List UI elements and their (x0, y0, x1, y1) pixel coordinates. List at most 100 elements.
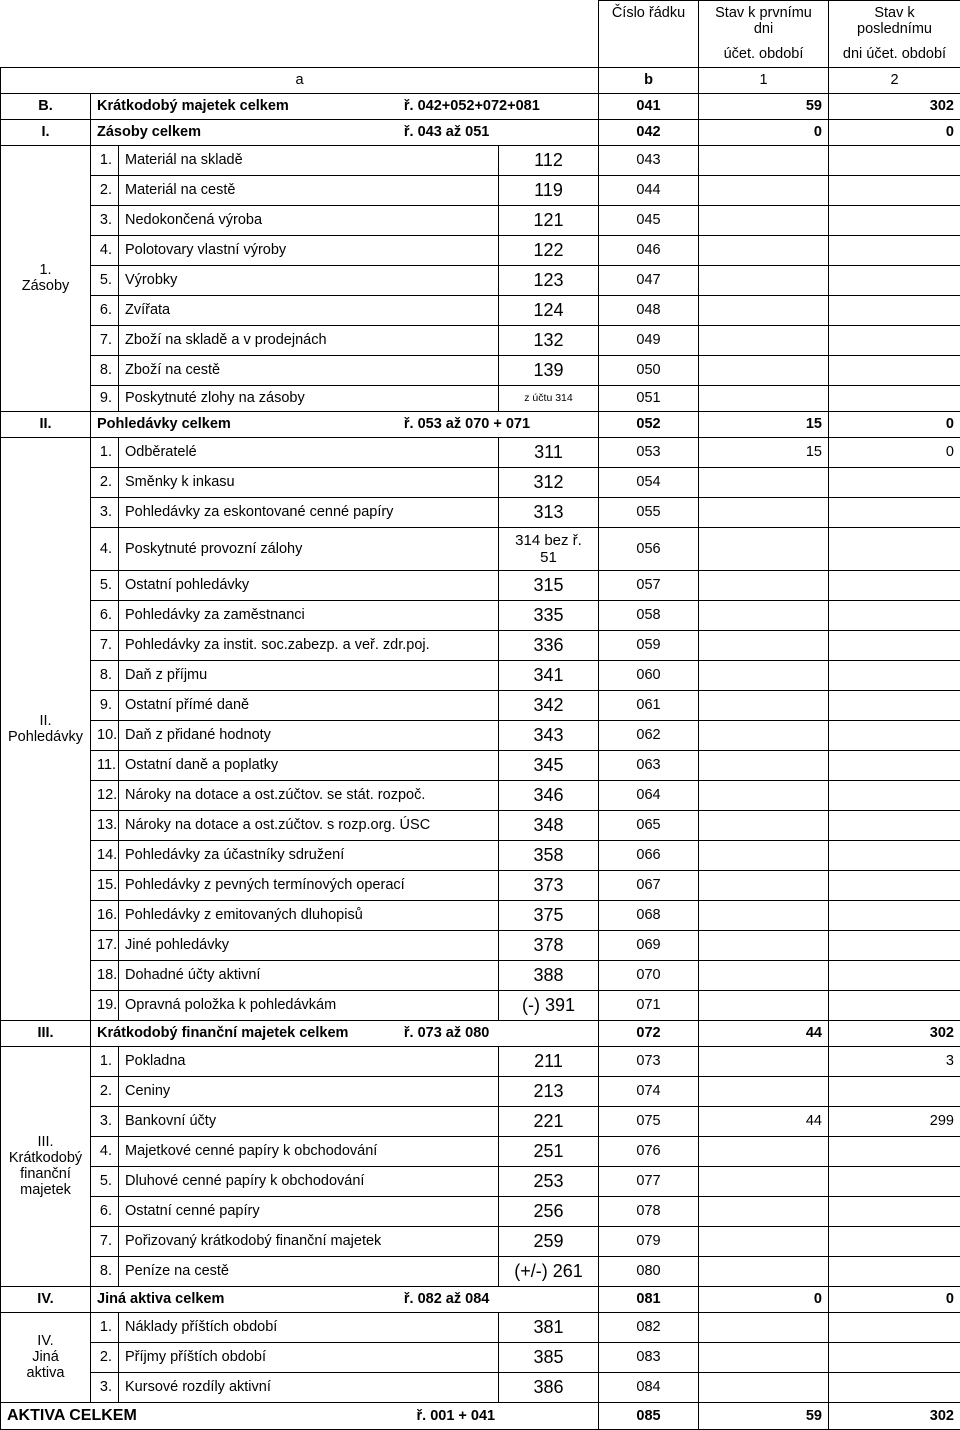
value-col-2 (829, 1166, 960, 1196)
account-code: 342 (499, 690, 599, 720)
value-col-1 (699, 990, 829, 1020)
value-col-2 (829, 570, 960, 600)
item-name: Ostatní cenné papíry (119, 1196, 499, 1226)
value-col-1 (699, 750, 829, 780)
item-number: 2. (91, 1076, 119, 1106)
value-col-2: 302 (829, 93, 960, 119)
item-name: Pohledávky za zaměstnanci (119, 600, 499, 630)
account-code: 211 (499, 1046, 599, 1076)
section-name: Jiná aktiva celkemř. 082 až 084 (91, 1286, 599, 1312)
item-name: Nároky na dotace a ost.zúčtov. s rozp.or… (119, 810, 499, 840)
value-col-1: 44 (699, 1020, 829, 1046)
item-number: 1. (91, 437, 119, 467)
row-number: 079 (599, 1226, 699, 1256)
value-col-2 (829, 467, 960, 497)
item-number: 8. (91, 660, 119, 690)
account-code: 312 (499, 467, 599, 497)
group-label: III.Krátkodobýfinančnímajetek (1, 1046, 91, 1286)
row-number: 055 (599, 497, 699, 527)
value-col-1 (699, 497, 829, 527)
section-name: Zásoby celkemř. 043 až 051 (91, 119, 599, 145)
row-number: 062 (599, 720, 699, 750)
value-col-1 (699, 145, 829, 175)
item-number: 6. (91, 600, 119, 630)
account-code: 314 bez ř. 51 (499, 527, 599, 570)
account-code: 221 (499, 1106, 599, 1136)
item-name: Kursové rozdíly aktivní (119, 1372, 499, 1402)
value-col-1 (699, 235, 829, 265)
item-number: 11. (91, 750, 119, 780)
value-col-1 (699, 325, 829, 355)
row-number: 080 (599, 1256, 699, 1286)
item-number: 2. (91, 1342, 119, 1372)
value-col-2 (829, 1256, 960, 1286)
value-col-2 (829, 630, 960, 660)
item-name: Výrobky (119, 265, 499, 295)
value-col-2 (829, 175, 960, 205)
account-code: 139 (499, 355, 599, 385)
item-number: 4. (91, 235, 119, 265)
item-name: Daň z příjmu (119, 660, 499, 690)
value-col-2 (829, 1076, 960, 1106)
row-number: 073 (599, 1046, 699, 1076)
value-col-1 (699, 570, 829, 600)
value-col-1 (699, 1076, 829, 1106)
row-number: 072 (599, 1020, 699, 1046)
account-code: 345 (499, 750, 599, 780)
item-number: 7. (91, 325, 119, 355)
value-col-2: 302 (829, 1020, 960, 1046)
value-col-2 (829, 355, 960, 385)
value-col-2 (829, 205, 960, 235)
value-col-2 (829, 385, 960, 411)
account-code: (-) 391 (499, 990, 599, 1020)
value-col-2 (829, 497, 960, 527)
row-number: 076 (599, 1136, 699, 1166)
row-number: 052 (599, 411, 699, 437)
item-name: Dluhové cenné papíry k obchodování (119, 1166, 499, 1196)
value-col-1: 15 (699, 411, 829, 437)
item-number: 14. (91, 840, 119, 870)
subheader-a: a (1, 67, 599, 93)
item-name: Pokladna (119, 1046, 499, 1076)
item-name: Bankovní účty (119, 1106, 499, 1136)
item-number: 4. (91, 527, 119, 570)
item-number: 12. (91, 780, 119, 810)
item-number: 15. (91, 870, 119, 900)
value-col-1 (699, 1312, 829, 1342)
row-number: 066 (599, 840, 699, 870)
value-col-1 (699, 1046, 829, 1076)
item-name: Pohledávky za eskontované cenné papíry (119, 497, 499, 527)
group-label: II.Pohledávky (1, 437, 91, 1020)
account-code: 253 (499, 1166, 599, 1196)
item-number: 5. (91, 1166, 119, 1196)
item-name: Peníze na cestě (119, 1256, 499, 1286)
item-name: Příjmy příštích období (119, 1342, 499, 1372)
item-number: 3. (91, 205, 119, 235)
item-number: 6. (91, 1196, 119, 1226)
account-code: 348 (499, 810, 599, 840)
item-name: Jiné pohledávky (119, 930, 499, 960)
section-id: IV. (1, 1286, 91, 1312)
value-col-2 (829, 1372, 960, 1402)
section-id: I. (1, 119, 91, 145)
value-col-1 (699, 175, 829, 205)
row-number: 057 (599, 570, 699, 600)
item-name: Poskytnuté zlohy na zásoby (119, 385, 499, 411)
value-col-2 (829, 900, 960, 930)
row-number: 071 (599, 990, 699, 1020)
value-col-2 (829, 750, 960, 780)
row-number: 049 (599, 325, 699, 355)
balance-sheet-table: Číslo řádkuStav k prvnímu dniStav k posl… (0, 0, 960, 1430)
row-number: 051 (599, 385, 699, 411)
value-col-2 (829, 295, 960, 325)
item-name: Ostatní daně a poplatky (119, 750, 499, 780)
section-name: Pohledávky celkemř. 053 až 070 + 071 (91, 411, 599, 437)
item-number: 5. (91, 265, 119, 295)
item-number: 9. (91, 385, 119, 411)
value-col-2 (829, 660, 960, 690)
account-code: 124 (499, 295, 599, 325)
value-col-2 (829, 930, 960, 960)
row-number: 044 (599, 175, 699, 205)
item-name: Nedokončená výroba (119, 205, 499, 235)
account-code: 336 (499, 630, 599, 660)
